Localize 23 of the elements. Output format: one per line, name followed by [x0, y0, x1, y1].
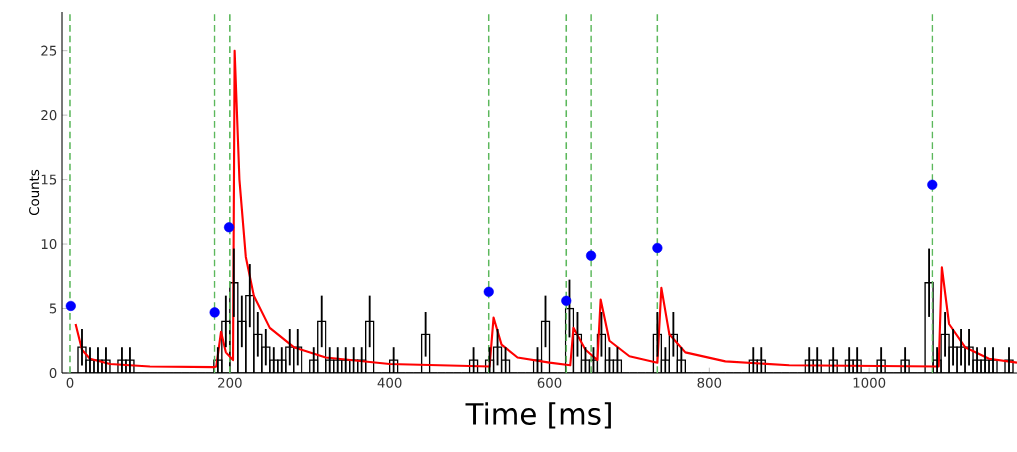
y-tick-label: 10: [41, 239, 57, 250]
y-axis-title: Counts: [29, 169, 40, 216]
point: [223, 222, 235, 233]
point: [927, 179, 938, 190]
point: [585, 250, 597, 261]
y-tick-label: 20: [41, 110, 57, 121]
point: [652, 242, 663, 253]
x-tick-label: 200: [218, 377, 242, 388]
x-tick-label: 600: [537, 377, 562, 388]
x-tick-label: 800: [697, 377, 722, 388]
x-axis-title: Time [ms]: [465, 402, 611, 429]
y-tick-label: 5: [49, 303, 57, 314]
line-series: [74, 49, 1017, 369]
y-tick-label: 15: [41, 174, 57, 185]
point: [65, 300, 76, 312]
y-tick-label: 25: [41, 45, 57, 56]
point: [561, 295, 572, 306]
y-tick-label: 0: [49, 367, 57, 379]
x-tick-label: 0: [66, 377, 74, 388]
x-tick-label: 1000: [853, 377, 886, 388]
point: [483, 286, 494, 297]
point: [209, 307, 220, 318]
x-tick-label: 400: [377, 377, 402, 388]
